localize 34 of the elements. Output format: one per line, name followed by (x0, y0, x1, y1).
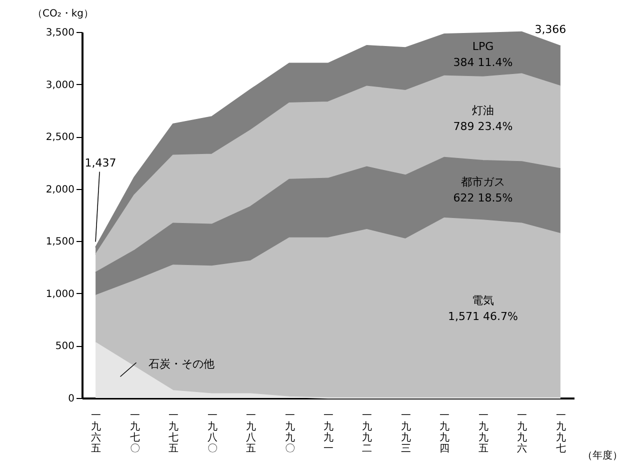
y-tick-label: 0 (68, 394, 74, 404)
y-tick-label: 2,500 (46, 132, 74, 144)
series-label: 電気 (472, 294, 494, 308)
y-axis-title: （CO₂・kg） (32, 8, 94, 20)
series-label: 石炭・その他 (148, 358, 214, 371)
x-tick-label: 一九九三 (400, 410, 411, 454)
y-tick-label: 1,500 (46, 236, 74, 248)
x-tick-label: 一九八五 (246, 410, 256, 454)
x-tick-label: 一九九五 (478, 410, 488, 454)
annotation: 1,437 (84, 156, 116, 170)
annotation: 3,366 (534, 23, 566, 36)
x-tick-label: 一九七〇 (130, 410, 140, 454)
annotation: 622 18.5% (453, 191, 513, 204)
x-tick-label: 一九九〇 (284, 410, 295, 454)
series-label: 都市ガス (460, 175, 505, 188)
annotation: 1,571 46.7% (448, 310, 518, 324)
x-tick-label: 一九六五 (91, 410, 102, 454)
x-tick-label: 一九九一 (324, 410, 334, 454)
x-tick-label: 一九九二 (362, 410, 372, 454)
y-tick-label: 3,000 (46, 80, 74, 91)
x-tick-label: 一九七五 (168, 410, 179, 454)
y-tick-label: 3,500 (46, 28, 74, 38)
x-tick-label: 一九九七 (556, 410, 566, 454)
x-axis-title: （年度） (582, 450, 622, 462)
y-tick-label: 2,000 (46, 184, 74, 196)
x-tick-label: 一九九四 (440, 410, 450, 454)
series-label: LPG (472, 40, 494, 54)
annotation: 789 23.4% (453, 120, 513, 133)
y-tick-label: 1,000 (46, 288, 74, 300)
x-tick-label: 一九九六 (517, 410, 528, 454)
series-label: 灯油 (472, 104, 494, 117)
x-tick-label: 一九八〇 (207, 410, 218, 454)
y-tick-label: 500 (55, 341, 74, 352)
annotation: 384 11.4% (453, 56, 513, 70)
